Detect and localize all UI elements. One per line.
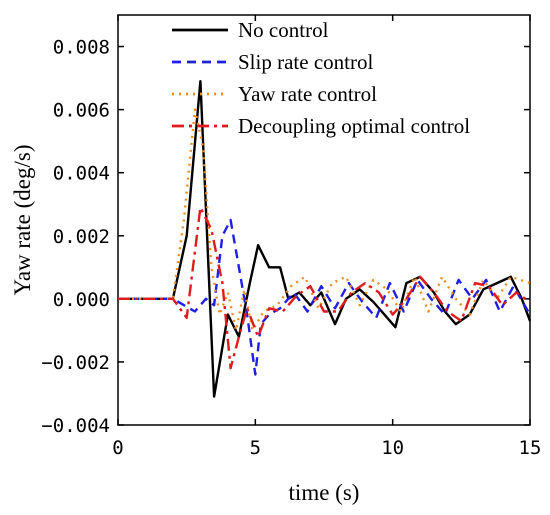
legend: No control Slip rate control Yaw rate cont… [172,18,470,138]
y-tick-label: 0.004 [53,163,110,185]
y-tick-label: 0.006 [53,100,110,122]
y-tick-label: 0.008 [53,37,110,59]
y-tick-label: −0.004 [41,415,110,437]
x-tick-label: 15 [519,437,542,459]
y-tick-label: 0.000 [53,289,110,311]
series-line-decoupling-optimal-control [118,206,531,370]
plot-frame [117,14,531,426]
series-layer [118,79,532,398]
series-line-slip-rate-control [118,218,532,376]
legend-label: Decoupling optimal control [238,114,470,138]
x-axis-label: time (s) [289,480,360,505]
x-tick-label: 0 [112,437,123,459]
x-tick-label: 10 [381,437,404,459]
axis-ticks: 0 5 10 15 −0.004 −0.002 0.000 0.002 0.004 0.006 0.… [41,15,541,459]
y-axis-label: Yaw rate (deg/s) [10,145,35,296]
legend-label: Slip rate control [238,50,373,74]
legend-label: No control [238,18,329,42]
legend-label: Yaw rate control [238,82,377,106]
y-tick-label: −0.002 [41,352,110,374]
series-line-yaw-rate-control [118,108,531,332]
series-line-no-control [118,79,532,398]
x-tick-label: 5 [250,437,261,459]
y-tick-label: 0.002 [53,226,110,248]
